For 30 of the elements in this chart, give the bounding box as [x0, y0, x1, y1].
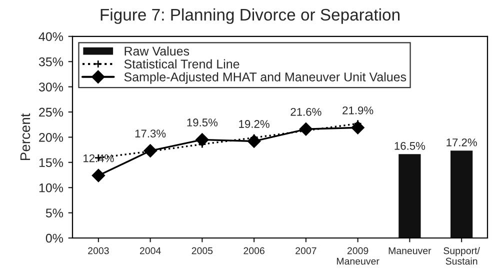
data-label: 17.2% — [446, 138, 477, 146]
y-tick-label: 0% — [46, 234, 64, 243]
x-tick-label: Maneuver — [388, 247, 432, 254]
y-tick-label: 5% — [46, 208, 64, 218]
x-tick-label: 2005 — [192, 247, 213, 254]
y-tick-label: 10% — [39, 183, 64, 192]
y-tick-label: 15% — [39, 158, 64, 168]
legend-label: Raw Values — [124, 46, 190, 56]
y-tick-label: 25% — [39, 108, 64, 117]
data-label: 19.5% — [187, 118, 218, 126]
data-label: 17.3% — [135, 130, 166, 138]
x-tick-label: 2006 — [244, 247, 264, 254]
data-label: 19.2% — [239, 120, 270, 128]
point — [92, 168, 106, 182]
legend-label: Statistical Trend Line — [124, 59, 240, 68]
x-tick-label: 2003 — [88, 247, 109, 254]
legend-label: Sample-Adjusted MHAT and Maneuver Unit Values — [124, 72, 406, 84]
x-tick-label: 2007 — [296, 247, 316, 254]
y-tick-label: 30% — [38, 82, 64, 92]
y-tick-label: 35% — [38, 57, 64, 66]
data-label: 21.6% — [290, 108, 322, 116]
chart-title: Figure 7: Planning Divorce or Separation — [100, 8, 400, 24]
x-tick-label: 2009 Maneuver — [336, 247, 380, 265]
y-axis-title: Percent — [20, 113, 30, 160]
data-label: 21.9% — [342, 106, 374, 114]
data-label: 16.5% — [394, 142, 426, 150]
x-tick-label: Support/ Sustain — [444, 247, 480, 265]
y-tick-label: 40% — [38, 32, 64, 42]
y-tick-label: 20% — [39, 133, 64, 142]
x-tick-label: 2004 — [140, 247, 161, 254]
